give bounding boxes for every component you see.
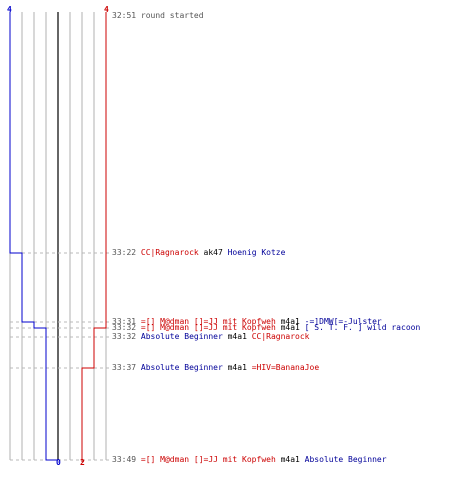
event-time: 33:32 bbox=[112, 323, 141, 332]
player-name: =HIV=BananaJoe bbox=[251, 363, 320, 372]
player-name: -=]DMW[=-Julster bbox=[304, 317, 382, 326]
weapon: m4a1 bbox=[275, 323, 305, 332]
event-time: 32:51 bbox=[112, 11, 141, 20]
player-name: Absolute Beginner bbox=[140, 363, 223, 372]
player-name: =[] M@dman []=JJ mit Kopfweh bbox=[140, 455, 276, 464]
event-time: 33:49 bbox=[112, 455, 141, 464]
weapon: m4a1 bbox=[222, 363, 252, 372]
player-name: =[] M@dman []=JJ mit Kopfweh bbox=[140, 323, 276, 332]
player-name: CC|Ragnarock bbox=[140, 248, 199, 257]
weapon: m4a1 bbox=[275, 455, 305, 464]
player-name: [ S. T. F. ] wild racoon bbox=[304, 323, 421, 332]
event-time: 33:37 bbox=[112, 363, 141, 372]
player-name: CC|Ragnarock bbox=[251, 332, 310, 341]
weapon: m4a1 bbox=[275, 317, 305, 326]
event-time: 33:32 bbox=[112, 332, 141, 341]
red-team-line bbox=[81, 12, 107, 462]
blue-team-line bbox=[9, 12, 58, 461]
event-row: 33:22 CC|Ragnarock ak47 Hoenig Kotze bbox=[112, 248, 285, 258]
blue-start-count: 4 bbox=[7, 5, 12, 14]
event-text: round started bbox=[140, 11, 204, 20]
red-start-count: 4 bbox=[104, 5, 109, 14]
event-row: 33:31 =[] M@dman []=JJ mit Kopfweh m4a1 … bbox=[112, 317, 382, 327]
player-name: Absolute Beginner bbox=[304, 455, 387, 464]
weapon: ak47 bbox=[198, 248, 228, 257]
event-row: 33:49 =[] M@dman []=JJ mit Kopfweh m4a1 … bbox=[112, 455, 387, 465]
event-row: 33:32 Absolute Beginner m4a1 CC|Ragnaroc… bbox=[112, 332, 310, 342]
event-row: 33:37 Absolute Beginner m4a1 =HIV=Banana… bbox=[112, 363, 319, 373]
red-end-count: 2 bbox=[80, 458, 85, 467]
blue-end-count: 0 bbox=[56, 458, 61, 467]
player-name: =[] M@dman []=JJ mit Kopfweh bbox=[140, 317, 276, 326]
event-row: 33:32 =[] M@dman []=JJ mit Kopfweh m4a1 … bbox=[112, 323, 420, 333]
weapon: m4a1 bbox=[222, 332, 252, 341]
player-name: Absolute Beginner bbox=[140, 332, 223, 341]
player-name: Hoenig Kotze bbox=[227, 248, 286, 257]
event-time: 33:31 bbox=[112, 317, 141, 326]
event-dashed-lines bbox=[10, 252, 110, 461]
player-gridlines bbox=[9, 12, 107, 460]
event-time: 33:22 bbox=[112, 248, 141, 257]
event-row: 32:51 round started bbox=[112, 11, 204, 21]
